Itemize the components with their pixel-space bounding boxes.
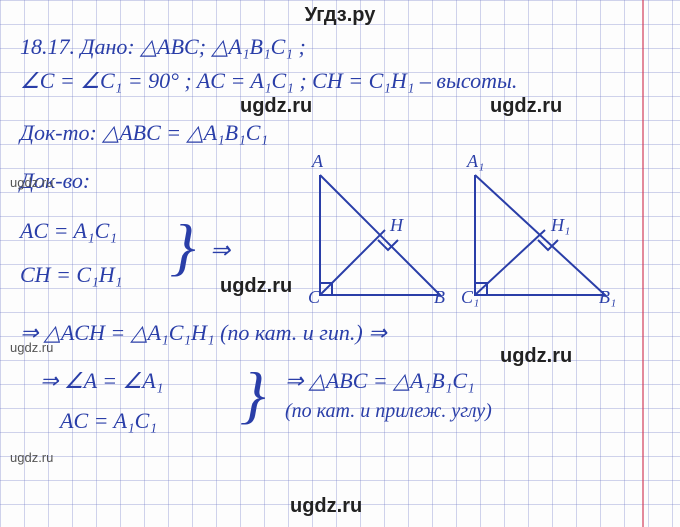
text-line-7b: AC = A₁C₁ [60, 408, 157, 434]
watermark-bold-4: ugdz.ru [500, 345, 572, 368]
text-line-7a: ⇒ ∠A = ∠A₁ [40, 368, 163, 394]
text-line-2: ∠C = ∠C₁ = 90° ; AC = A₁C₁ ; CH = C₁H₁ –… [20, 68, 517, 94]
label-a: A [312, 151, 323, 172]
watermark-bold-5: ugdz.ru [290, 495, 362, 518]
implies-1: ⇒ [210, 236, 230, 265]
label-b1: B₁ [599, 287, 616, 308]
label-b: B [434, 287, 445, 308]
label-c: C [308, 287, 320, 308]
watermark-bold-3: ugdz.ru [220, 275, 292, 298]
red-margin-line [642, 0, 644, 527]
site-header: Угдз.ру [0, 4, 680, 27]
brace-1: } [170, 210, 196, 284]
text-line-6: ⇒ △ACH = △A₁C₁H₁ (по кат. и гип.) ⇒ [20, 320, 387, 346]
text-line-5b: CH = C₁H₁ [20, 262, 122, 288]
triangle-a1b1c1-svg [455, 155, 615, 305]
watermark-bold-2: ugdz.ru [490, 95, 562, 118]
brace-2: } [240, 358, 266, 432]
text-line-3: Док-то: △ABC = △A₁B₁C₁ [20, 120, 268, 146]
triangle-a1b1c1: A₁ C₁ B₁ H₁ [455, 155, 615, 305]
watermark-small-2: ugdz.ru [10, 340, 53, 355]
watermark-small-3: ugdz.ru [10, 450, 53, 465]
label-a1: A₁ [467, 151, 484, 172]
text-line-1: 18.17. Дано: △ABC; △A₁B₁C₁ ; [20, 34, 306, 60]
triangle-abc-svg [300, 155, 450, 305]
text-line-5a: AC = A₁C₁ [20, 218, 117, 244]
watermark-bold-1: ugdz.ru [240, 95, 312, 118]
watermark-small-1: ugdz.ru [10, 175, 53, 190]
label-h: H [390, 215, 403, 236]
label-h1: H₁ [551, 215, 570, 236]
text-line-7c: ⇒ △ABC = △A₁B₁C₁ [285, 368, 475, 394]
label-c1: C₁ [461, 287, 479, 308]
text-line-7d: (по кат. и прилеж. углу) [285, 400, 492, 423]
triangle-abc: A C B H [300, 155, 450, 305]
